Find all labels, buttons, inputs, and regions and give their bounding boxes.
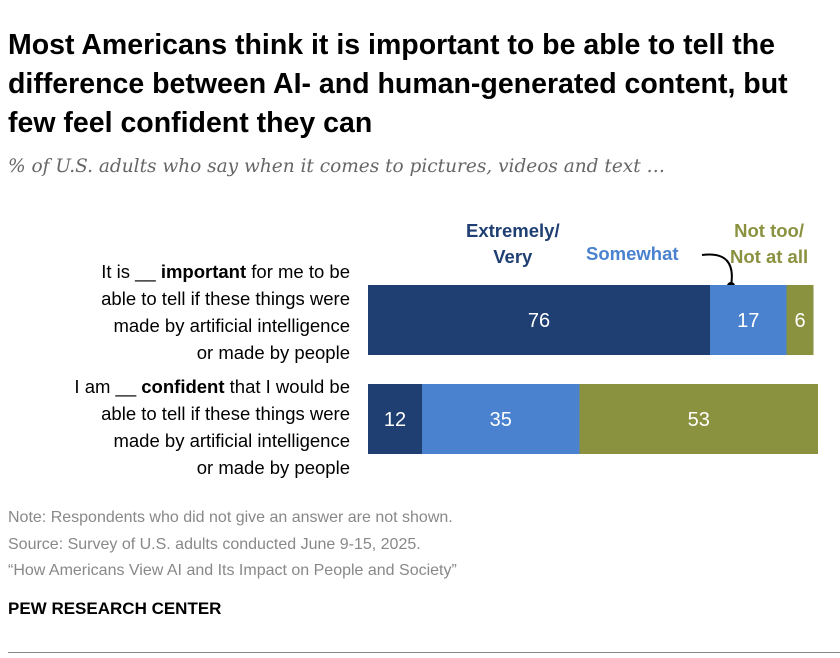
bar-value-label: 12 bbox=[384, 409, 406, 431]
bar-segment bbox=[710, 285, 787, 355]
bar-value-label: 53 bbox=[688, 409, 710, 431]
legend-not-too-not-at-all: Not too/Not at all bbox=[730, 220, 809, 267]
chart-subtitle: % of U.S. adults who say when it comes t… bbox=[8, 156, 666, 177]
legend-leader-line bbox=[701, 253, 733, 287]
bar-segment bbox=[368, 384, 422, 454]
row-label-line1-end: for me to be bbox=[246, 261, 350, 282]
legend-extremely-very: Extremely/Very bbox=[466, 220, 560, 267]
row-label-important: It is __ important for me to be able to … bbox=[101, 261, 350, 363]
footer-source: Source: Survey of U.S. adults conducted … bbox=[8, 536, 421, 553]
chart-title: Most Americans think it is important to … bbox=[8, 29, 788, 139]
bottom-rule bbox=[8, 652, 840, 653]
footer-note: Note: Respondents who did not give an an… bbox=[8, 509, 453, 526]
bar-segment bbox=[786, 285, 814, 355]
bar-segment bbox=[422, 384, 580, 454]
bar-value-label: 76 bbox=[528, 310, 550, 332]
bar-value-label: 17 bbox=[737, 310, 759, 332]
footer-report: “How Americans View AI and Its Impact on… bbox=[8, 562, 457, 579]
bar-segment bbox=[579, 384, 818, 454]
legend-somewhat: Somewhat bbox=[586, 243, 679, 264]
pew-logo-text: PEW RESEARCH CENTER bbox=[8, 599, 222, 618]
bar-value-label: 6 bbox=[794, 310, 805, 332]
row-label-confident: I am __ confident that I would be able t… bbox=[74, 376, 350, 478]
bar-segment bbox=[368, 285, 710, 355]
bar-value-label: 35 bbox=[490, 409, 512, 431]
